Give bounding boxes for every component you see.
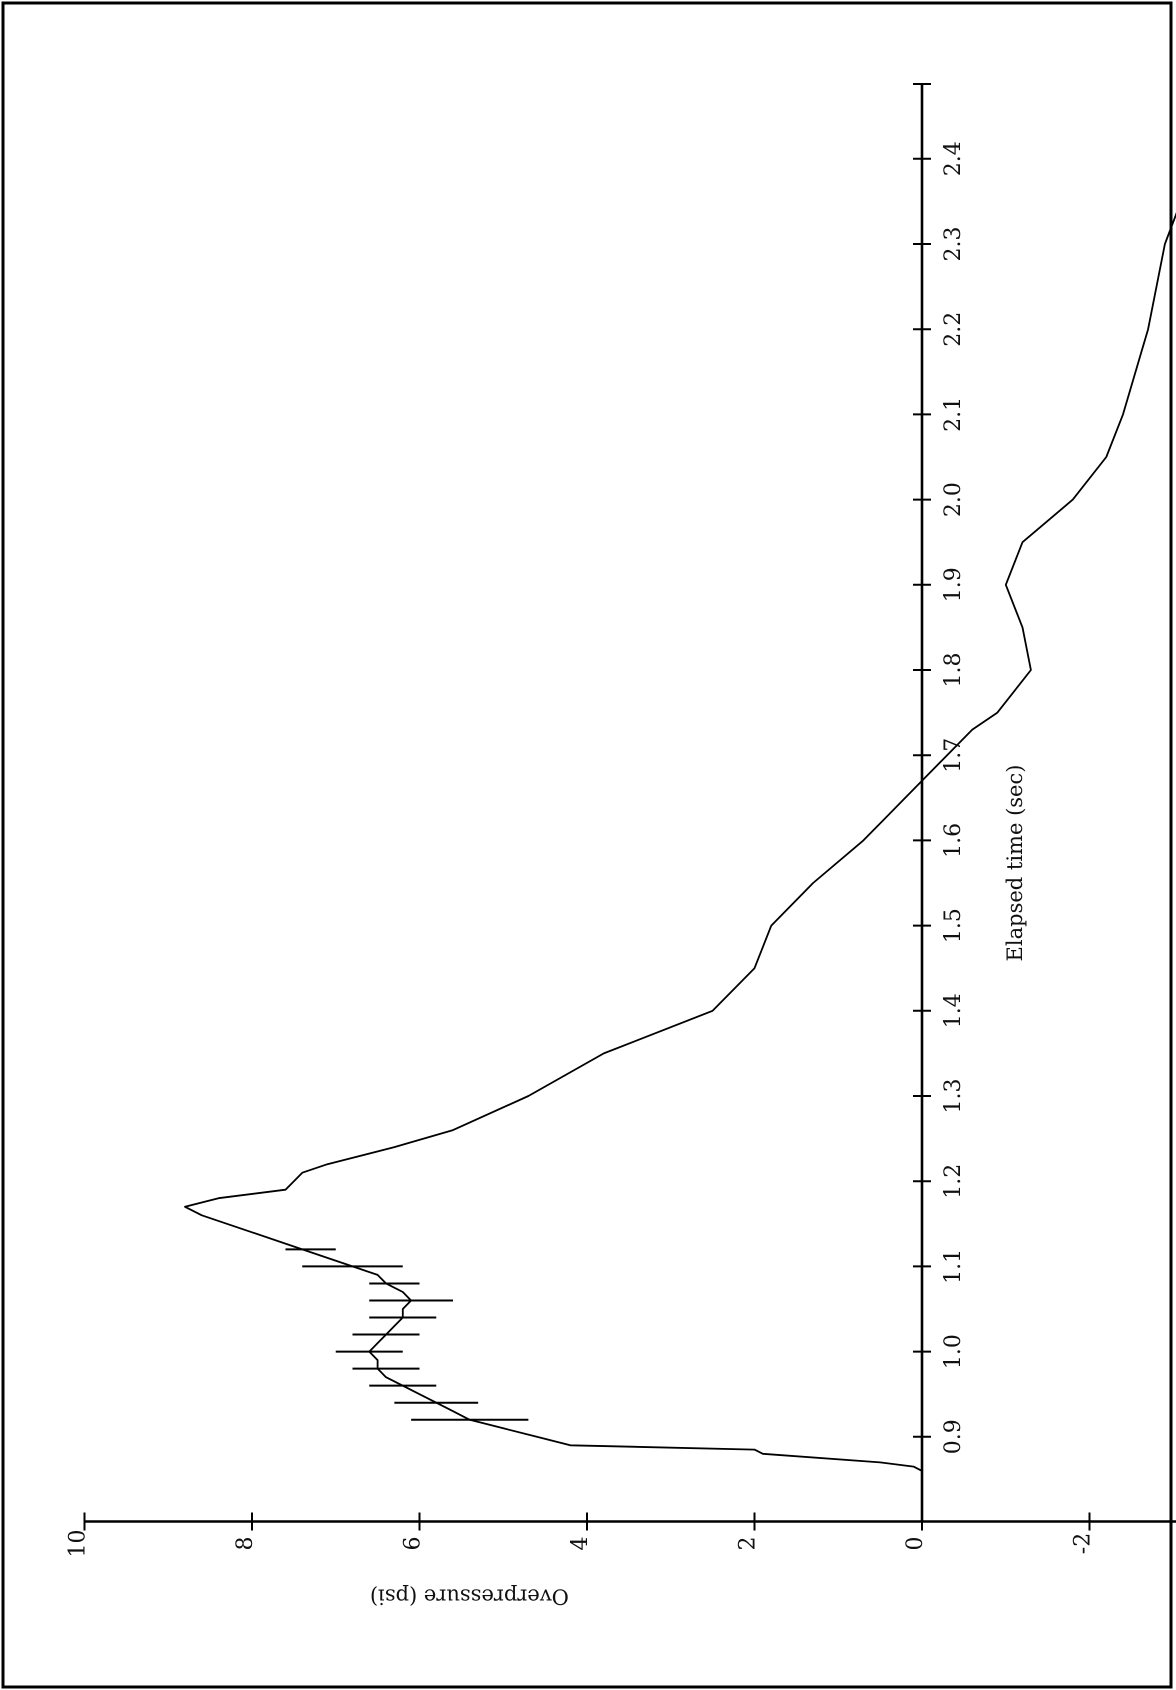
ticks-group [83,157,1091,1531]
x-tick-label: 1.5 [941,908,966,943]
series-group [184,212,1176,1497]
y-tick-label: -2 [1071,1533,1096,1554]
x-tick-label: 1.0 [941,1334,966,1369]
y-tick-label: 6 [401,1537,426,1551]
series-line [184,212,1176,1497]
x-tick-label: 2.3 [941,227,966,262]
labels-group: 0.9 1.0 1.1 1.2 1.3 1.4 1.5 1.6 1.7 1.8 1.9 2.0 2.1 2… [66,141,1096,1609]
x-axis-label: Elapsed time (sec) [1003,765,1027,962]
y-tick-label: 0 [903,1537,928,1551]
x-tick-label: 1.1 [941,1249,966,1284]
x-tick-label: 1.4 [941,993,966,1028]
x-tick-label: 1.7 [941,738,966,773]
axes-group [85,83,1176,1523]
y-tick-label: 2 [736,1537,761,1551]
x-tick-label: 1.8 [941,653,966,688]
x-tick-label: 1.9 [941,567,966,602]
y-tick-label: 8 [233,1537,258,1551]
error-bars-group [285,1248,529,1421]
x-tick-label: 2.2 [941,312,966,347]
y-axis-label: Overpressure (psi) [370,1585,569,1609]
y-tick-label: 4 [568,1537,593,1551]
x-tick-label: 2.1 [941,397,966,432]
x-tick-label: 2.0 [941,482,966,517]
x-tick-label: 2.4 [941,141,966,176]
x-tick-label: 1.6 [941,823,966,858]
y-tick-label: 10 [66,1530,91,1558]
x-tick-label: 1.3 [941,1079,966,1114]
x-tick-label: 1.2 [941,1164,966,1199]
x-tick-label: 0.9 [941,1419,966,1454]
